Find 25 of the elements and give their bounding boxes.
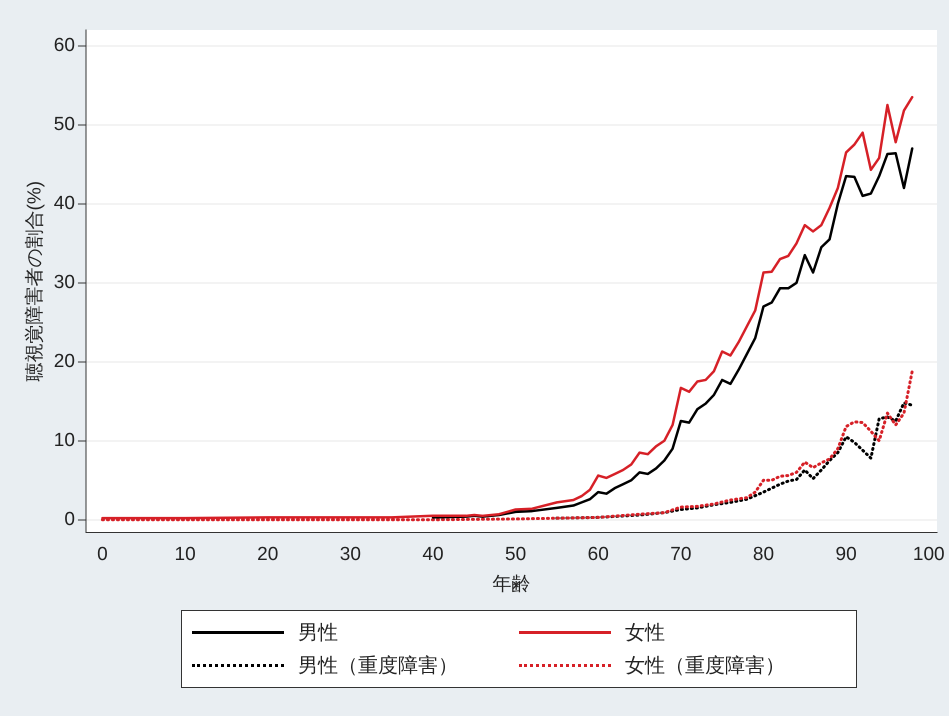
- x-tick-label: 80: [752, 544, 774, 566]
- line-series: [555, 401, 914, 520]
- x-axis-title: 年齢: [492, 574, 530, 595]
- legend-label: 男性（重度障害）: [298, 652, 458, 679]
- x-tick-label: 20: [257, 544, 278, 566]
- x-tick-label: 10: [174, 544, 196, 566]
- y-tick-label: 50: [54, 114, 75, 136]
- legend-label: 女性: [625, 619, 665, 646]
- y-tick-label: 20: [54, 351, 75, 372]
- x-tick-label: 90: [836, 544, 857, 566]
- x-tick-label: 50: [505, 544, 526, 566]
- x-tick-label: 100: [912, 544, 945, 566]
- x-tick-label: 60: [588, 544, 609, 566]
- y-axis-title: 聴視覚障害者の割合(%): [24, 180, 46, 382]
- y-tick-label: 40: [54, 193, 75, 214]
- y-tick-label: 30: [54, 272, 75, 294]
- legend-label: 男性: [298, 619, 338, 646]
- legend-label: 女性（重度障害）: [625, 652, 785, 679]
- x-tick-label: 0: [97, 544, 108, 566]
- y-tick-label: 60: [54, 35, 75, 56]
- x-tick-label: 40: [422, 544, 444, 566]
- y-tick-label: 10: [54, 430, 75, 451]
- x-tick-label: 30: [340, 544, 361, 566]
- x-tick-label: 70: [670, 544, 692, 566]
- y-tick-label: 0: [64, 508, 75, 530]
